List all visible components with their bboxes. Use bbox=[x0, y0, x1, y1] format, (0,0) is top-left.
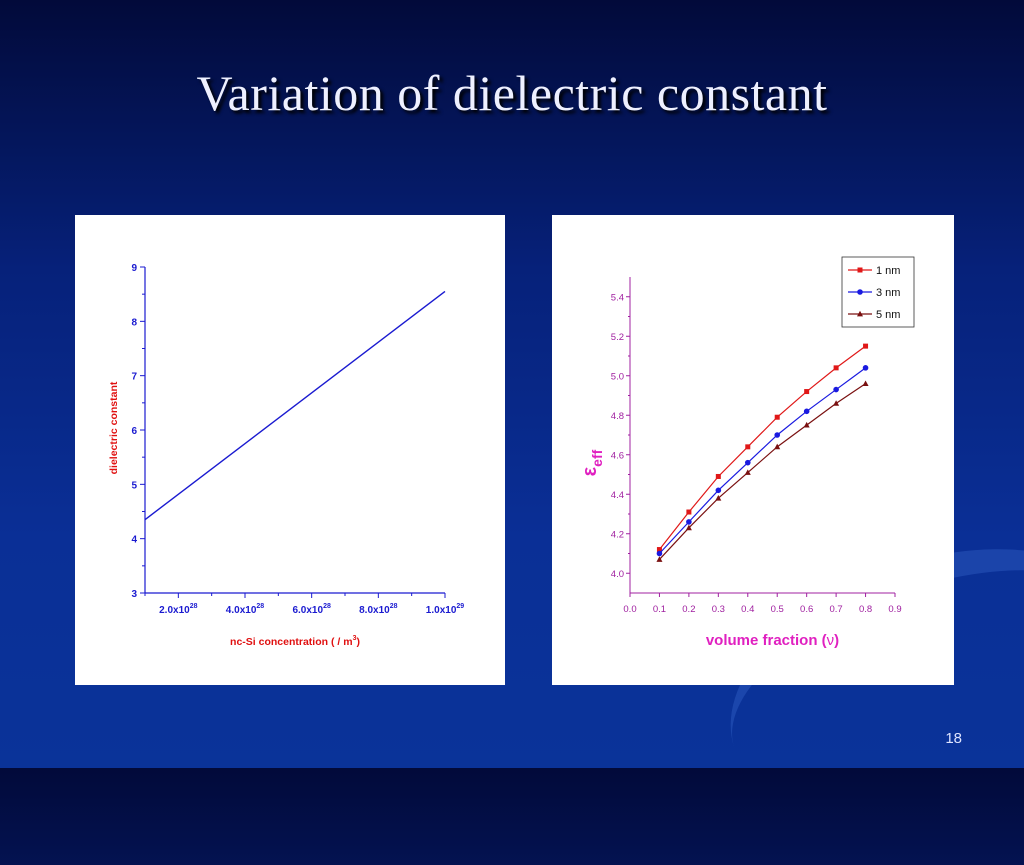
series-line-3 bbox=[659, 383, 866, 560]
x-tick-label: 0.7 bbox=[830, 604, 843, 615]
marker-circle bbox=[656, 550, 663, 557]
x-tick-label: 2.0x1028 bbox=[159, 603, 197, 616]
legend-marker bbox=[857, 267, 863, 273]
x-tick-label: 4.0x1028 bbox=[226, 603, 264, 616]
y-tick-label: 7 bbox=[131, 372, 137, 383]
marker-triangle bbox=[774, 443, 781, 450]
x-tick-label: 0.1 bbox=[653, 604, 666, 615]
marker-circle bbox=[862, 365, 869, 371]
marker-circle bbox=[833, 386, 839, 393]
marker-triangle bbox=[803, 421, 810, 428]
x-axis-label: volume fraction (ν) bbox=[706, 632, 839, 649]
series-line-1 bbox=[658, 345, 866, 550]
effective-permittivity-chart: 4.0 4.2 4.4 4.6 4.8 5.0 5.2 5.4 0.0 0.1 0.2 0.3 0.4 0… bbox=[579, 256, 915, 649]
x-tick-label: 0.5 bbox=[771, 604, 784, 615]
marker-square bbox=[863, 343, 869, 349]
y-tick-label: 3 bbox=[131, 589, 137, 600]
x-axis-label: nc-Si concentration ( / m3) bbox=[230, 635, 360, 648]
dielectric-line bbox=[144, 290, 446, 521]
marker-circle bbox=[686, 519, 692, 525]
y-tick-label: 5 bbox=[131, 480, 137, 491]
marker-square bbox=[715, 473, 721, 479]
marker-square bbox=[656, 547, 662, 553]
x-tick-label: 8.0x1028 bbox=[359, 603, 397, 616]
y-tick-label: 4 bbox=[131, 535, 137, 546]
legend-label: 1 nm bbox=[876, 265, 900, 277]
x-tick-label: 0.3 bbox=[712, 604, 725, 615]
x-tick-label: 0.9 bbox=[888, 604, 901, 615]
y-tick-label: 6 bbox=[131, 426, 137, 437]
y-tick-label: 4.6 bbox=[611, 450, 624, 461]
series-line-2 bbox=[659, 367, 866, 554]
legend-marker bbox=[857, 310, 863, 317]
y-tick-label: 4.0 bbox=[611, 569, 624, 580]
y-tick-label: 4.8 bbox=[611, 411, 624, 422]
legend-label: 5 nm bbox=[876, 309, 900, 321]
y-axis-label: dielectric constant bbox=[108, 381, 120, 474]
y-tick-label: 4.4 bbox=[611, 490, 624, 501]
marker-circle bbox=[774, 432, 781, 438]
y-tick-label: 5.2 bbox=[611, 332, 624, 343]
marker-circle bbox=[715, 487, 722, 494]
marker-circle bbox=[803, 408, 810, 415]
marker-triangle bbox=[685, 524, 692, 531]
marker-square bbox=[774, 414, 780, 420]
y-tick-label: 5.0 bbox=[611, 371, 624, 382]
marker-square bbox=[686, 509, 692, 515]
x-tick-label: 0.4 bbox=[741, 604, 754, 615]
slide-title: Variation of dielectric constant bbox=[196, 65, 828, 121]
legend-marker bbox=[857, 289, 863, 295]
marker-triangle bbox=[744, 469, 751, 475]
marker-square bbox=[745, 444, 751, 450]
marker-circle bbox=[744, 459, 751, 466]
y-axis-label: εeff bbox=[579, 449, 605, 476]
y-tick-label: 5.4 bbox=[611, 292, 624, 303]
marker-triangle bbox=[833, 400, 840, 406]
x-tick-label: 1.0x1029 bbox=[426, 603, 464, 616]
right-chart-panel: 4.0 4.2 4.4 4.6 4.8 5.0 5.2 5.4 0.0 0.1 0.2 0.3 0.4 0… bbox=[552, 215, 954, 685]
marker-triangle bbox=[656, 556, 663, 562]
y-tick-label: 9 bbox=[131, 263, 137, 274]
x-tick-label: 0.6 bbox=[800, 604, 813, 615]
x-tick-label: 0.2 bbox=[682, 604, 695, 615]
marker-triangle bbox=[862, 380, 869, 387]
dielectric-constant-chart: 3 4 5 6 7 8 9 2.0x1028 4.0x1028 6.0x1028 8.0x1028 1… bbox=[108, 263, 464, 648]
marker-square bbox=[804, 389, 810, 395]
page-number: 18 bbox=[945, 730, 962, 747]
x-tick-label: 0.8 bbox=[859, 604, 872, 615]
marker-triangle bbox=[715, 495, 722, 501]
marker-square bbox=[833, 365, 839, 371]
x-tick-label: 6.0x1028 bbox=[292, 603, 330, 616]
left-chart-panel: 3 4 5 6 7 8 9 2.0x1028 4.0x1028 6.0x1028 8.0x1028 1… bbox=[75, 215, 505, 685]
y-tick-label: 4.2 bbox=[611, 529, 624, 540]
x-tick-label: 0.0 bbox=[623, 604, 636, 615]
y-tick-label: 8 bbox=[131, 317, 137, 328]
legend-label: 3 nm bbox=[876, 287, 900, 299]
